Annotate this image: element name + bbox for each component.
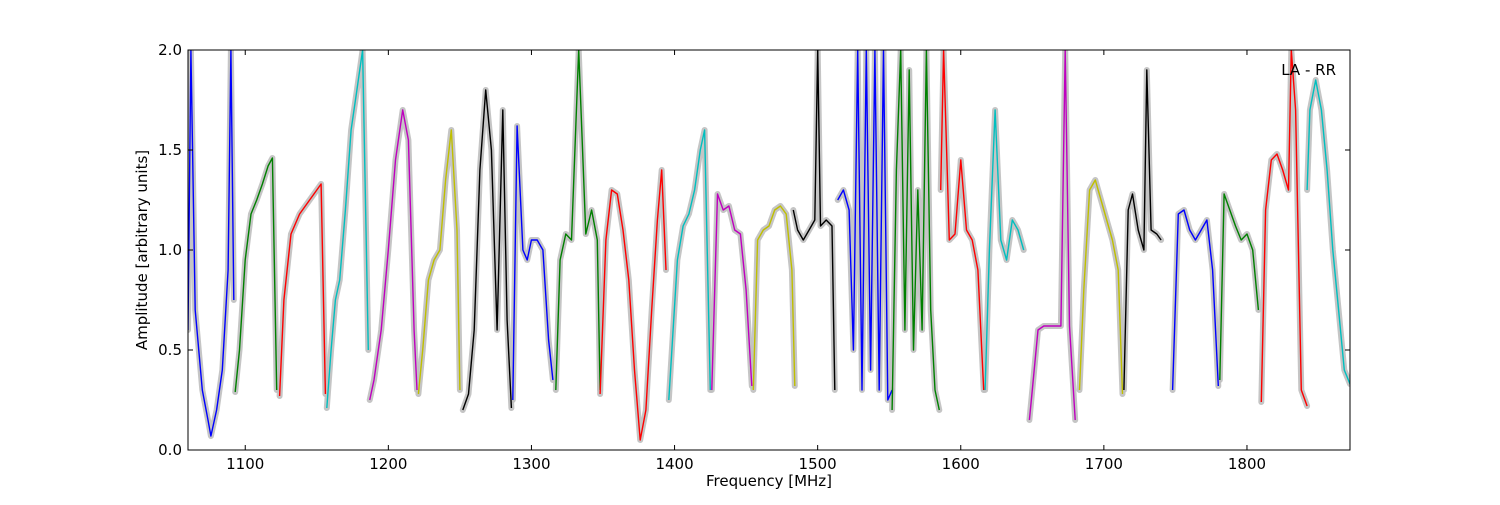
series-line-23 [1260, 50, 1308, 407]
x-tick-label-1200: 1200 [369, 455, 407, 473]
y-tick-label-1: 1.0 [158, 241, 182, 259]
series-line-9 [599, 169, 667, 441]
series-line-21 [1171, 209, 1219, 391]
series-line-22 [1219, 193, 1260, 381]
x-tick-label-1400: 1400 [655, 455, 693, 473]
series-line-16 [940, 50, 985, 391]
series-line-11 [711, 193, 753, 391]
series-line-17 [984, 109, 1025, 391]
x-tick-label-1100: 1100 [226, 455, 264, 473]
x-axis-label: Frequency [MHz] [706, 472, 832, 490]
y-axis: 0.0 0.5 1.0 1.5 2.0 [158, 41, 1350, 459]
x-tick-label-1500: 1500 [799, 455, 837, 473]
series-layer [188, 50, 1350, 441]
x-tick-label-1300: 1300 [512, 455, 550, 473]
series-line-14 [837, 50, 893, 401]
series-line-1 [234, 157, 278, 393]
y-tick-label-2: 2.0 [158, 41, 182, 59]
series-line-4 [369, 109, 418, 401]
y-tick-label-0.5: 0.5 [158, 341, 182, 359]
series-line-7 [512, 125, 554, 401]
series-line-2 [278, 183, 327, 397]
y-tick-label-0: 0.0 [158, 441, 182, 459]
baseline-annotation: LA - RR [1281, 61, 1336, 79]
series-line-6 [462, 89, 513, 411]
y-axis-label: Amplitude [arbitrary units] [133, 150, 151, 350]
series-line-5 [417, 129, 461, 395]
y-tick-label-1.5: 1.5 [158, 141, 182, 159]
x-tick-label-1700: 1700 [1085, 455, 1123, 473]
series-line-10 [668, 129, 711, 401]
series-line-8 [555, 50, 601, 391]
series-line-3 [326, 50, 369, 409]
series-line-13 [792, 50, 836, 391]
series-line-12 [752, 205, 796, 391]
series-line-18 [1028, 50, 1076, 421]
x-axis: 1100 1200 1300 1400 1500 1600 1700 1800 [226, 50, 1266, 473]
series-line-19 [1078, 179, 1124, 395]
series-line-20 [1123, 69, 1162, 391]
x-tick-label-1800: 1800 [1228, 455, 1266, 473]
x-tick-label-1600: 1600 [942, 455, 980, 473]
series-line-0 [188, 50, 235, 437]
series-line-24 [1306, 79, 1350, 385]
series-line-15 [891, 50, 940, 411]
